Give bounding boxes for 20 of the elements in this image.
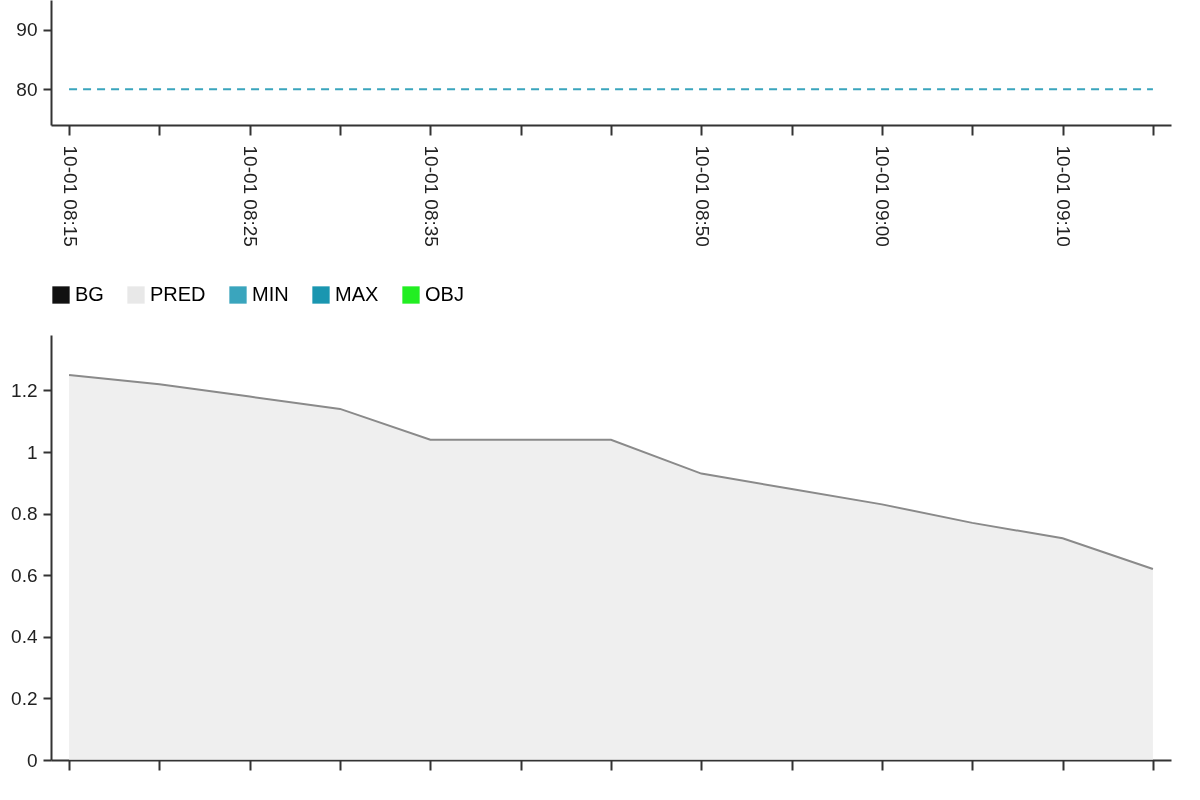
y-tick-label: 0.4 (11, 626, 38, 648)
y-tick-label: 0.2 (11, 687, 38, 709)
y-tick-label: 0.8 (11, 503, 38, 525)
y-tick-label: 1 (26, 441, 38, 463)
x-tick-label: 10-01 08:35 (420, 145, 442, 247)
legend-label: OBJ (425, 283, 464, 305)
y-tick-label: 80 (16, 78, 38, 100)
x-tick-label: 10-01 09:10 (1053, 145, 1075, 247)
x-tick-label: 10-01 08:25 (240, 145, 262, 247)
legend-label: MAX (335, 283, 379, 305)
y-tick-label: 0.6 (11, 564, 38, 586)
y-tick-label: 0 (26, 749, 38, 771)
legend-label: BG (75, 283, 104, 305)
legend-label: PRED (150, 283, 206, 305)
x-tick-label: 10-01 08:15 (59, 145, 81, 247)
y-tick-label: 90 (16, 19, 38, 41)
x-tick-label: 10-01 09:00 (872, 145, 894, 247)
legend-label: MIN (252, 283, 289, 305)
y-tick-label: 1.2 (11, 379, 38, 401)
x-tick-label: 10-01 08:50 (691, 145, 713, 247)
